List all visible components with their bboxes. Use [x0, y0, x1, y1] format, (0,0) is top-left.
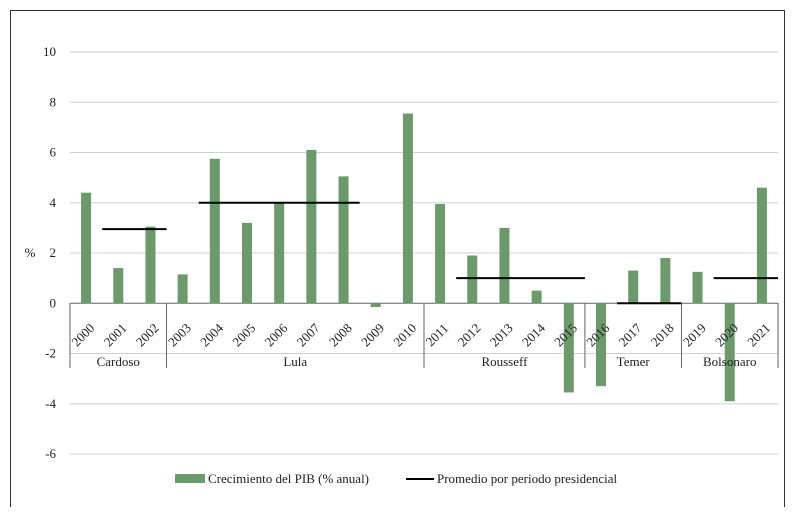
- bar-2008: [338, 176, 349, 304]
- period-label: Bolsonaro: [703, 354, 756, 369]
- y-tick-label: -4: [45, 396, 56, 411]
- x-tick-label: 2012: [455, 320, 484, 349]
- x-tick-label: 2019: [680, 320, 709, 349]
- x-tick-label: 2007: [294, 320, 323, 349]
- y-tick-label: 6: [50, 145, 57, 160]
- legend-line-label: Promedio por periodo presidencial: [437, 471, 618, 486]
- x-tick-label: 2001: [101, 320, 130, 349]
- x-tick-label: 2003: [165, 320, 194, 349]
- bar-2009: [370, 303, 381, 308]
- period-label: Rousseff: [481, 354, 528, 369]
- y-tick-label: 2: [50, 245, 57, 260]
- x-tick-label: 2013: [487, 320, 516, 349]
- bar-2020: [724, 303, 735, 402]
- bar-2002: [145, 226, 156, 304]
- x-tick-label: 2011: [423, 320, 452, 349]
- x-tick-label: 2000: [68, 320, 97, 349]
- period-label: Lula: [283, 354, 307, 369]
- y-tick-label: 0: [50, 295, 57, 310]
- x-tick-label: 2004: [197, 320, 226, 349]
- x-tick-label: 2006: [262, 320, 291, 349]
- y-tick-label: 10: [43, 44, 56, 59]
- y-tick-label: -6: [45, 446, 56, 461]
- x-tick-label: 2002: [133, 320, 162, 349]
- bar-2014: [531, 290, 542, 304]
- bar-2012: [467, 255, 478, 304]
- x-tick-label: 2005: [229, 320, 258, 349]
- y-tick-label: -2: [45, 346, 56, 361]
- x-tick-label: 2018: [648, 320, 677, 349]
- bar-2007: [306, 149, 317, 304]
- x-tick-label: 2014: [519, 320, 548, 349]
- bar-2015: [563, 303, 574, 393]
- bar-2000: [81, 192, 92, 304]
- bar-2003: [177, 274, 188, 304]
- period-label: Cardoso: [97, 354, 140, 369]
- x-tick-label: 2009: [358, 320, 387, 349]
- x-tick-label: 2015: [551, 320, 580, 349]
- bar-2019: [692, 271, 703, 304]
- bar-2021: [756, 187, 767, 304]
- x-tick-label: 2010: [390, 320, 419, 349]
- bar-2011: [435, 204, 446, 304]
- x-tick-label: 2017: [616, 320, 645, 349]
- bar-2017: [628, 270, 639, 304]
- y-axis-label: %: [25, 245, 36, 260]
- bar-2005: [242, 222, 252, 304]
- y-tick-label: 8: [50, 94, 57, 109]
- period-label: Temer: [617, 354, 651, 369]
- legend-bar-label: Crecimiento del PIB (% anual): [208, 471, 369, 486]
- bar-2006: [274, 202, 285, 304]
- x-tick-label: 2020: [712, 320, 741, 349]
- bar-2016: [596, 303, 606, 387]
- bar-2013: [499, 227, 510, 304]
- legend-bar-swatch: [175, 474, 205, 483]
- bar-2018: [660, 258, 671, 304]
- bar-2010: [402, 113, 413, 304]
- x-tick-label: 2016: [583, 320, 612, 349]
- x-tick-label: 2008: [326, 320, 355, 349]
- bar-2004: [209, 158, 220, 304]
- y-tick-label: 4: [50, 195, 57, 210]
- x-tick-label: 2021: [744, 320, 773, 349]
- bar-2001: [113, 268, 124, 304]
